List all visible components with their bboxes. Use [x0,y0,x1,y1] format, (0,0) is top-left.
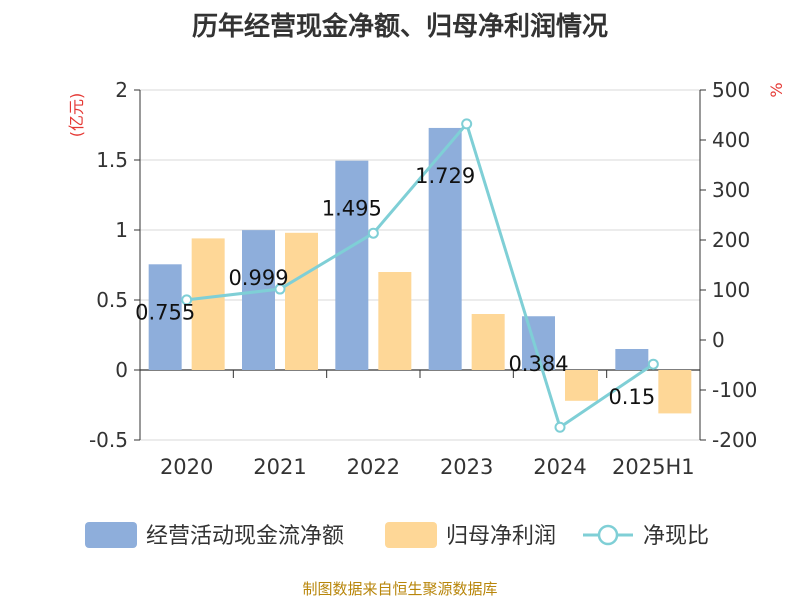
cashflow-bar [148,264,182,370]
ratio-point [181,294,193,306]
legend-label-cashflow: 经营活动现金流净额 [146,524,344,549]
legend-swatch-profit [385,522,437,548]
profit-bar [191,238,225,370]
legend-marker-ratio [597,524,619,546]
cashflow-bar [615,349,649,370]
x-tick-label: 2024 [533,455,586,479]
right-tick-label: 300 [712,178,750,202]
cashflow-data-label: 1.729 [415,164,475,188]
chart-svg: 2 1.5 1 0.5 0 -0.5 500 400 300 200 100 0 -100 -200 (亿元… [67,78,786,549]
right-tick-label: 200 [712,228,750,252]
profit-bar [565,370,598,401]
right-axis-unit: % [767,82,786,97]
ratio-line-path [186,120,655,430]
ratio-line [181,118,659,433]
axes: 2 1.5 1 0.5 0 -0.5 500 400 300 200 100 0 -100 -200 (亿元… [67,78,786,479]
legend-label-profit: 归母净利润 [446,524,556,549]
profit-bar [471,314,505,370]
right-tick-label: 400 [712,128,750,152]
ratio-point [554,421,566,433]
left-axis-unit: (亿元) [67,93,86,138]
source-note: 制图数据来自恒生聚源数据库 [302,580,498,598]
left-tick-label: 1 [115,218,128,242]
profit-bar [658,370,692,414]
ratio-point [647,358,659,370]
x-tick-label: 2025H1 [612,455,695,479]
cashflow-data-label: 0.755 [135,300,195,324]
profit-bar [378,272,412,370]
ratio-point [367,227,379,239]
cashflow-bar [242,230,275,370]
x-tick-label: 2022 [347,455,400,479]
ratio-point [461,118,473,130]
bars [148,127,692,414]
left-tick-label: 2 [115,78,128,102]
cashflow-data-label: 0.999 [228,266,288,290]
x-tick-label: 2021 [253,455,306,479]
ratio-point [274,283,286,295]
cashflow-bar [335,160,369,370]
right-tick-label: 100 [712,278,750,302]
left-tick-label: 1.5 [96,148,128,172]
x-tick-label: 2020 [160,455,213,479]
cashflow-bar [428,127,462,370]
right-tick-label: 0 [712,328,725,352]
legend-label-ratio: 净现比 [643,524,709,549]
grid-lines [140,89,700,441]
cashflow-data-label: 1.495 [322,197,382,221]
x-tick-label: 2023 [440,455,493,479]
cashflow-data-label: 0.384 [508,352,568,376]
profit-bar [285,232,318,370]
right-tick-label: -200 [712,428,757,452]
left-tick-label: 0 [115,358,128,382]
cashflow-data-label: 0.15 [608,385,655,409]
left-tick-label: 0.5 [96,288,128,312]
right-tick-label: -100 [712,378,757,402]
legend-swatch-cashflow [85,522,137,548]
legend: 经营活动现金流净额 归母净利润 净现比 [85,522,709,549]
chart-title: 历年经营现金净额、归母净利润情况 [191,12,608,42]
data-labels: 0.755 0.999 1.495 1.729 0.384 0.15 [135,164,655,409]
right-tick-label: 500 [712,78,750,102]
left-tick-label: -0.5 [89,428,128,452]
